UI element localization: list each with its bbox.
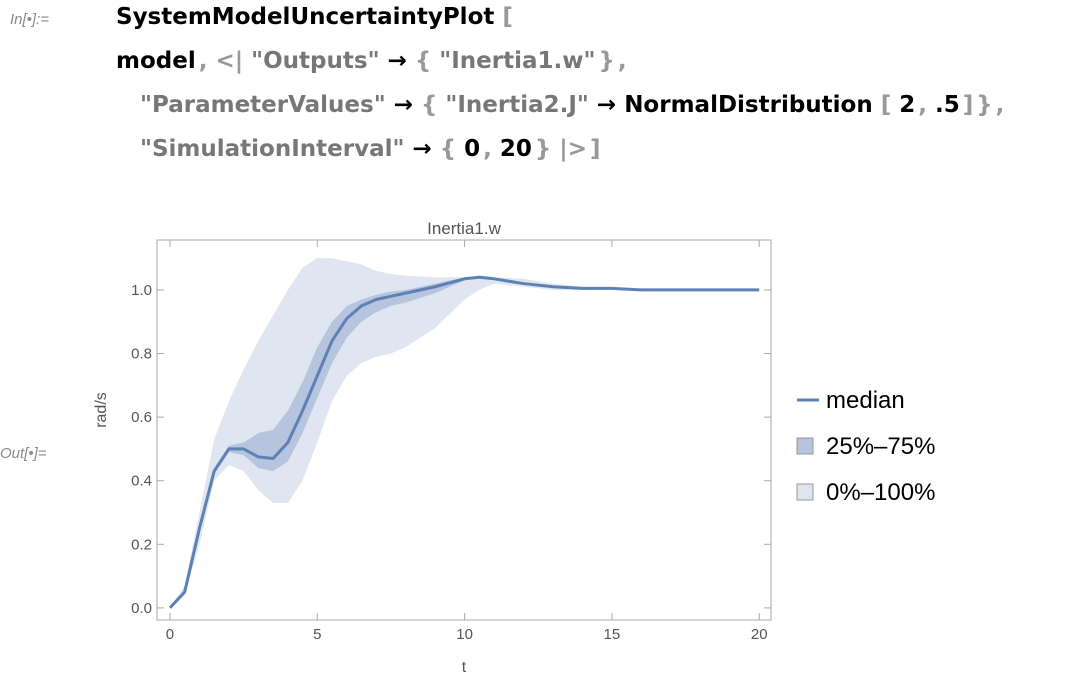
code-token: , <box>618 48 627 74</box>
y-tick-label: 0.0 <box>131 600 152 617</box>
y-axis-label: rad/s <box>93 392 110 428</box>
input-label: In[•]:= <box>10 11 49 28</box>
code-cell[interactable]: SystemModelUncertaintyPlot [ model, <| "Outp… <box>116 4 1004 162</box>
legend-label: median <box>826 387 905 414</box>
plot-frame <box>156 239 772 621</box>
code-token: { <box>415 48 431 74</box>
y-tick-label: 0.8 <box>131 346 152 363</box>
legend-label: 0%–100% <box>826 479 935 506</box>
code-token: { <box>440 136 456 162</box>
code-token: "Outputs" <box>251 48 379 74</box>
code-token: "Inertia1.w" <box>439 48 595 74</box>
x-axis-label: t <box>462 659 467 676</box>
x-tick-label: 15 <box>604 626 621 643</box>
code-token: → <box>412 136 431 162</box>
code-token: "SimulationInterval" <box>140 136 404 162</box>
output-label: Out[•]= <box>0 445 47 462</box>
code-token: , <box>483 136 492 162</box>
code-token: [ <box>502 4 513 30</box>
code-token: 2 <box>899 92 915 118</box>
x-tick-label: 10 <box>456 626 473 643</box>
band <box>169 277 760 608</box>
code-token: , <box>918 92 927 118</box>
code-token: → <box>597 92 616 118</box>
code-token: ] <box>963 92 974 118</box>
code-token: → <box>394 92 413 118</box>
code-token: model <box>116 48 196 74</box>
code-token: } <box>976 92 992 118</box>
legend-swatch <box>796 483 814 501</box>
x-tick-label: 20 <box>751 626 768 643</box>
y-tick-label: 0.2 <box>131 536 152 553</box>
code-token: [ <box>881 92 892 118</box>
code-token: } <box>535 136 551 162</box>
x-tick-label: 5 <box>313 626 321 643</box>
x-tick-label: 0 <box>166 626 174 643</box>
code-token: <| <box>215 48 243 74</box>
code-token: "ParameterValues" <box>140 92 386 118</box>
y-tick-label: 0.4 <box>131 473 152 490</box>
median-line <box>168 275 760 609</box>
y-tick-label: 0.6 <box>131 409 152 426</box>
code-token: 20 <box>500 136 532 162</box>
code-token: 0 <box>464 136 480 162</box>
y-tick-label: 1.0 <box>131 282 152 299</box>
code-token: NormalDistribution <box>624 92 873 118</box>
code-line: SystemModelUncertaintyPlot [ <box>116 4 513 30</box>
code-token: → <box>388 48 407 74</box>
chart-title: Inertia1.w <box>427 219 501 238</box>
code-token: ] <box>590 136 601 162</box>
legend-swatch <box>796 437 814 455</box>
code-token: } <box>598 48 614 74</box>
code-token: .5 <box>935 92 960 118</box>
code-line: "ParameterValues" → { "Inertia2.J" → NormalDi… <box>140 92 1004 118</box>
code-token: |> <box>559 136 587 162</box>
code-token: , <box>996 92 1005 118</box>
code-token: "Inertia2.J" <box>445 92 589 118</box>
code-line: model, <| "Outputs" → { "Inertia1.w"}, <box>116 48 627 74</box>
code-token: , <box>199 48 208 74</box>
code-line: "SimulationInterval" → {0, 20} |>] <box>140 136 600 162</box>
code-token: SystemModelUncertaintyPlot <box>116 4 494 30</box>
code-token: { <box>421 92 437 118</box>
band <box>169 258 760 608</box>
chart: Inertia1.w t rad/s 0 5 10 15 20 0.0 0.2 0.4 0.6 0.8 1… <box>93 219 935 676</box>
legend-label: 25%–75% <box>826 433 935 460</box>
